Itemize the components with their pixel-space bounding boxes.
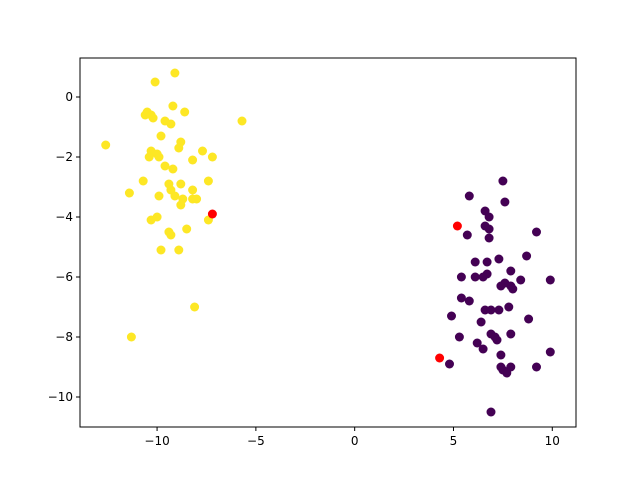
data-point — [486, 305, 496, 315]
data-point — [174, 143, 184, 153]
data-point — [182, 224, 192, 234]
data-point — [188, 185, 198, 195]
data-point — [498, 176, 508, 186]
data-point — [168, 101, 178, 111]
data-point — [124, 188, 134, 198]
data-point — [156, 245, 166, 255]
data-point — [508, 284, 518, 294]
data-point — [506, 329, 516, 339]
data-point — [174, 245, 184, 255]
y-tick-label: −10 — [48, 390, 73, 404]
data-point — [492, 335, 502, 345]
x-tick-label: −5 — [247, 434, 265, 448]
data-point — [452, 221, 462, 231]
data-point — [207, 152, 217, 162]
data-point — [456, 272, 466, 282]
data-point — [170, 68, 180, 78]
plot-frame — [79, 57, 577, 428]
data-point — [504, 302, 514, 312]
data-point — [545, 347, 555, 357]
data-point — [464, 296, 474, 306]
data-point — [496, 281, 506, 291]
data-point — [524, 314, 534, 324]
data-point — [176, 179, 186, 189]
data-point — [454, 332, 464, 342]
data-point — [484, 233, 494, 243]
data-point — [472, 338, 482, 348]
data-point — [170, 191, 180, 201]
data-point — [464, 191, 474, 201]
data-point — [144, 152, 154, 162]
data-point — [198, 146, 207, 156]
data-point — [545, 275, 555, 285]
data-point — [140, 110, 150, 120]
data-point — [152, 212, 162, 222]
y-tick-label: −8 — [55, 330, 73, 344]
points-layer — [101, 68, 555, 417]
x-tick-label: 10 — [545, 434, 560, 448]
data-point — [166, 230, 176, 240]
data-point — [470, 257, 480, 267]
data-point — [168, 164, 178, 174]
data-point — [462, 230, 472, 240]
data-point — [478, 272, 488, 282]
data-point — [156, 131, 166, 141]
y-tick-label: 0 — [65, 90, 73, 104]
data-point — [494, 305, 504, 315]
data-point — [456, 293, 466, 303]
data-point — [484, 224, 494, 234]
y-tick-label: −6 — [55, 270, 73, 284]
data-point — [203, 176, 213, 186]
data-point — [522, 251, 532, 261]
data-point — [476, 317, 486, 327]
data-point — [126, 332, 136, 342]
data-point — [154, 191, 164, 201]
x-tick-label: −10 — [144, 434, 169, 448]
data-point — [160, 161, 170, 171]
data-point — [180, 107, 190, 117]
data-point — [207, 209, 217, 219]
data-point — [188, 155, 198, 165]
data-point — [506, 362, 516, 372]
data-point — [148, 113, 158, 123]
data-point — [154, 152, 164, 162]
data-point — [516, 275, 526, 285]
data-point — [478, 344, 488, 354]
data-point — [176, 200, 186, 210]
y-tick-label: −2 — [55, 150, 73, 164]
data-point — [150, 77, 160, 87]
data-point — [447, 311, 456, 321]
data-point — [101, 140, 111, 150]
data-point — [494, 254, 504, 264]
data-point — [237, 116, 247, 126]
data-point — [482, 257, 492, 267]
x-tick-label: 5 — [450, 434, 458, 448]
data-point — [192, 194, 202, 204]
data-point — [445, 359, 454, 369]
data-point — [138, 176, 148, 186]
data-point — [496, 350, 506, 360]
data-point — [506, 266, 516, 276]
data-point — [190, 302, 200, 312]
data-point — [532, 227, 541, 237]
data-point — [470, 272, 480, 282]
data-point — [500, 197, 510, 207]
data-point — [435, 353, 445, 363]
data-point — [532, 362, 541, 372]
data-point — [166, 119, 176, 129]
data-point — [486, 407, 496, 417]
data-point — [484, 212, 494, 222]
ticks-layer: −10 −5 0 5 10 0 −2 −4 −6 −8 −10 — [48, 90, 560, 448]
x-tick-label: 0 — [351, 434, 359, 448]
y-tick-label: −4 — [55, 210, 73, 224]
